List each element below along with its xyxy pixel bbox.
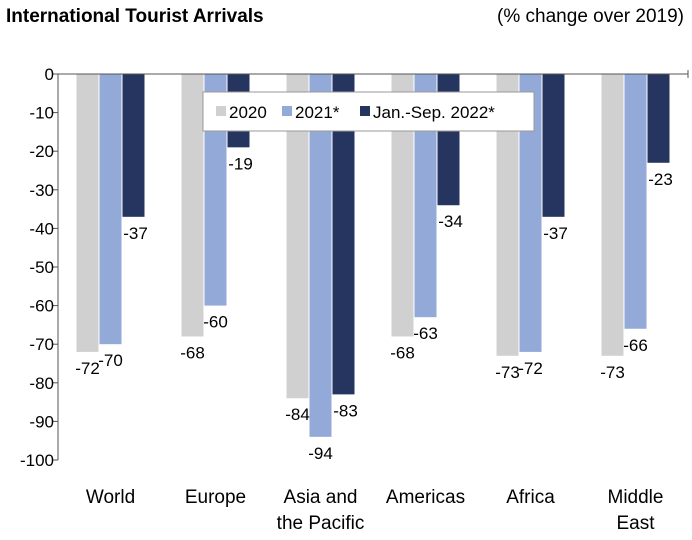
bar	[391, 74, 414, 337]
bar	[286, 74, 309, 399]
data-label: -83	[333, 401, 358, 420]
bar	[181, 74, 204, 337]
legend-label: Jan.-Sep. 2022*	[373, 103, 495, 122]
y-tick-label: -10	[29, 104, 54, 123]
data-label: -68	[390, 343, 415, 362]
y-tick-label: -50	[29, 258, 54, 277]
x-tick-label: the Pacific	[277, 513, 365, 534]
bar	[601, 74, 624, 356]
data-label: -63	[413, 324, 438, 343]
y-tick-label: -60	[29, 297, 54, 316]
data-label: -72	[75, 359, 100, 378]
legend-swatch	[360, 106, 370, 116]
legend-label: 2021*	[295, 103, 340, 122]
data-label: -37	[543, 224, 568, 243]
x-tick-label: Americas	[386, 487, 465, 508]
bar	[99, 74, 122, 345]
data-label: -34	[438, 212, 463, 231]
data-label: -73	[600, 363, 625, 382]
legend-swatch	[216, 106, 226, 116]
y-tick-label: -90	[29, 412, 54, 431]
data-label: -72	[518, 359, 543, 378]
x-tick-label: Africa	[506, 487, 555, 508]
data-label: -68	[180, 343, 205, 362]
bar	[204, 74, 227, 306]
data-label: -19	[228, 154, 253, 173]
y-tick-label: -70	[29, 335, 54, 354]
bar	[496, 74, 519, 356]
data-label: -60	[203, 313, 228, 332]
bar	[414, 74, 437, 318]
y-tick-label: -30	[29, 181, 54, 200]
y-tick-label: -40	[29, 219, 54, 238]
y-tick-label: -80	[29, 374, 54, 393]
x-tick-label: Middle	[608, 487, 664, 508]
data-label: -37	[123, 224, 148, 243]
data-label: -94	[308, 444, 333, 463]
data-label: -23	[648, 170, 673, 189]
chart-subtitle: (% change over 2019)	[497, 6, 684, 27]
bar	[519, 74, 542, 352]
y-tick-label: -100	[20, 451, 54, 470]
y-tick-label: -20	[29, 142, 54, 161]
x-tick-label: East	[616, 513, 655, 534]
x-tick-label: Asia and	[284, 487, 358, 508]
bar	[332, 74, 355, 395]
bar	[647, 74, 670, 163]
data-label: -70	[98, 351, 123, 370]
bar	[624, 74, 647, 329]
legend-swatch	[282, 106, 292, 116]
bar	[122, 74, 145, 217]
bar	[309, 74, 332, 437]
data-label: -66	[623, 336, 648, 355]
bar	[76, 74, 99, 352]
data-label: -84	[285, 405, 310, 424]
y-tick-label: 0	[45, 65, 54, 84]
data-label: -73	[495, 363, 520, 382]
chart-title: International Tourist Arrivals	[6, 6, 264, 27]
bar	[542, 74, 565, 217]
x-tick-label: World	[86, 487, 135, 508]
legend-label: 2020	[229, 103, 267, 122]
x-tick-label: Europe	[185, 487, 246, 508]
